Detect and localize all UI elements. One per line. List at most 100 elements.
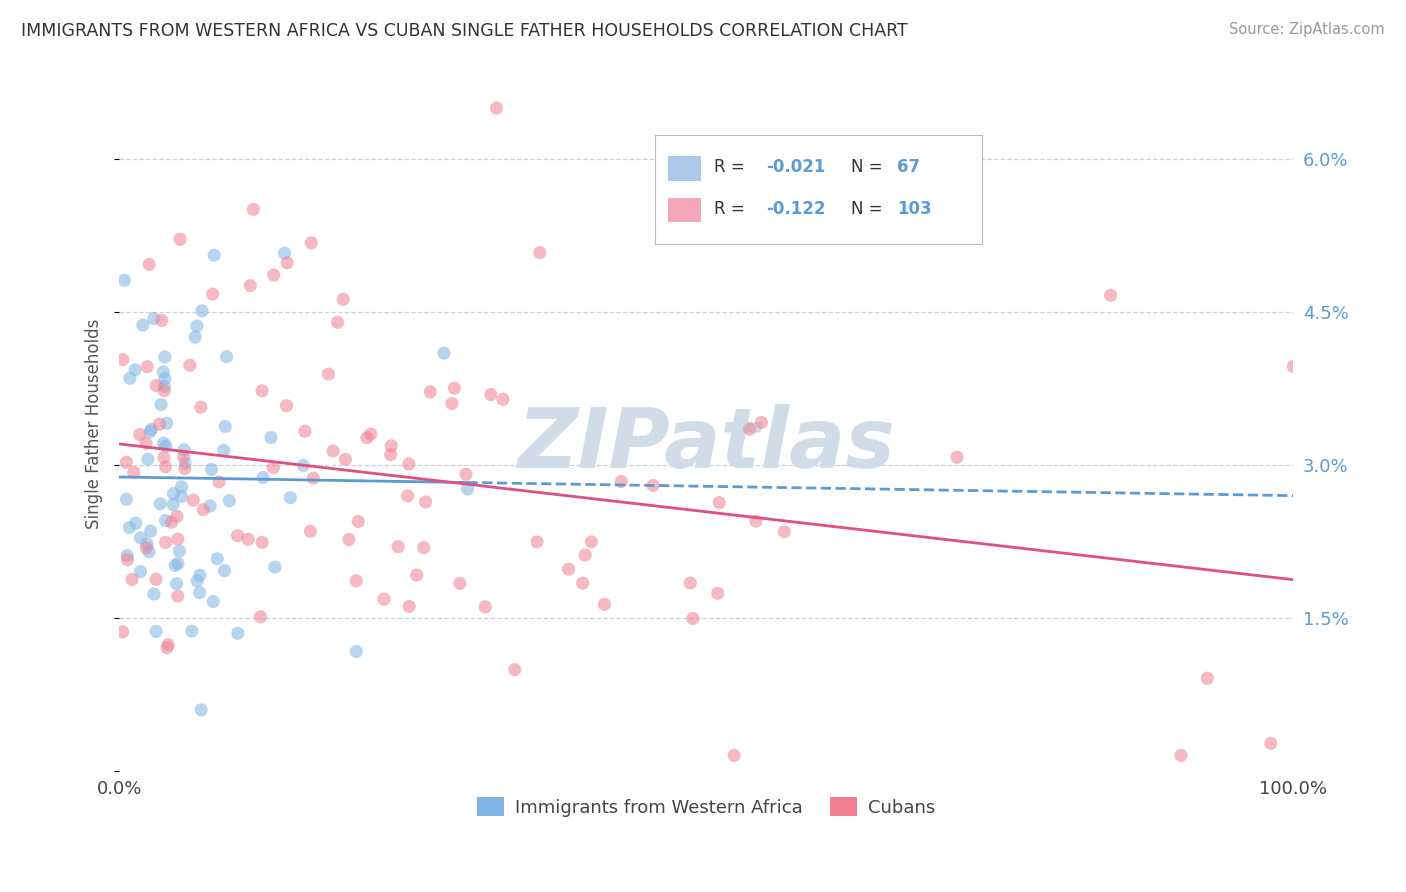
Point — [153, 379, 176, 393]
Point — [474, 599, 496, 614]
Point — [335, 452, 357, 467]
Point — [415, 495, 437, 509]
Point — [709, 495, 731, 509]
Point — [207, 551, 229, 566]
Point — [745, 514, 768, 528]
Point — [373, 592, 395, 607]
Point — [326, 315, 349, 329]
Point — [529, 245, 551, 260]
Point — [214, 564, 236, 578]
Point — [405, 568, 427, 582]
Point — [238, 533, 260, 547]
Text: 103: 103 — [897, 200, 932, 219]
Point — [118, 520, 141, 534]
Point — [299, 524, 322, 539]
Point — [1099, 288, 1122, 302]
Point — [136, 359, 159, 374]
Point — [396, 489, 419, 503]
Point — [170, 489, 193, 503]
Point — [166, 576, 188, 591]
Point — [152, 436, 174, 450]
Point — [318, 367, 340, 381]
Point — [723, 748, 745, 763]
Point — [200, 462, 222, 476]
Point — [380, 448, 402, 462]
Point — [191, 304, 214, 318]
Point — [226, 626, 249, 640]
Point — [115, 455, 138, 469]
Point — [299, 235, 322, 250]
Point — [129, 531, 152, 545]
Point — [202, 594, 225, 608]
Point — [262, 460, 284, 475]
Point — [946, 450, 969, 465]
Point — [526, 535, 548, 549]
Point — [212, 443, 235, 458]
Point — [239, 278, 262, 293]
Point — [174, 456, 197, 470]
Point — [292, 458, 315, 473]
Point — [433, 346, 456, 360]
Bar — [668, 156, 702, 181]
Point — [170, 480, 193, 494]
Point — [162, 498, 184, 512]
Point — [1260, 736, 1282, 750]
Point — [173, 442, 195, 457]
Point — [773, 524, 796, 539]
Point — [322, 444, 344, 458]
Point — [641, 478, 664, 492]
Point — [118, 371, 141, 385]
Point — [252, 470, 274, 484]
Point — [135, 436, 157, 450]
Point — [190, 703, 212, 717]
Point — [129, 565, 152, 579]
Point — [153, 371, 176, 385]
Point — [180, 624, 202, 639]
Point — [181, 493, 204, 508]
Point — [332, 293, 354, 307]
Point — [581, 534, 603, 549]
Point — [139, 524, 162, 538]
Point — [360, 427, 382, 442]
Point — [169, 232, 191, 246]
Point — [142, 587, 165, 601]
Point — [682, 611, 704, 625]
Point — [440, 396, 463, 410]
Point — [443, 381, 465, 395]
Point — [111, 624, 134, 639]
Point — [112, 273, 135, 287]
Point — [280, 491, 302, 505]
Point — [479, 387, 502, 401]
Point — [454, 467, 477, 482]
Point — [276, 399, 298, 413]
Point — [128, 427, 150, 442]
Point — [457, 482, 479, 496]
Point — [398, 457, 420, 471]
Point — [202, 248, 225, 262]
Text: 67: 67 — [897, 159, 920, 177]
Point — [155, 535, 177, 549]
Point — [200, 499, 222, 513]
Point — [242, 202, 264, 217]
Point — [173, 450, 195, 464]
Point — [273, 246, 295, 260]
Point — [153, 350, 176, 364]
Text: N =: N = — [852, 200, 889, 219]
Point — [179, 358, 201, 372]
Point — [167, 532, 190, 546]
Point — [142, 311, 165, 326]
Point — [260, 431, 283, 445]
Text: N =: N = — [852, 159, 889, 177]
Y-axis label: Single Father Households: Single Father Households — [86, 318, 103, 529]
Point — [193, 502, 215, 516]
Text: -0.021: -0.021 — [766, 159, 825, 177]
Legend: Immigrants from Western Africa, Cubans: Immigrants from Western Africa, Cubans — [470, 790, 942, 824]
Point — [111, 352, 134, 367]
Point — [215, 350, 238, 364]
Text: R =: R = — [714, 159, 749, 177]
Point — [356, 431, 378, 445]
Point — [149, 497, 172, 511]
Point — [250, 384, 273, 398]
Point — [145, 573, 167, 587]
Point — [186, 318, 208, 333]
